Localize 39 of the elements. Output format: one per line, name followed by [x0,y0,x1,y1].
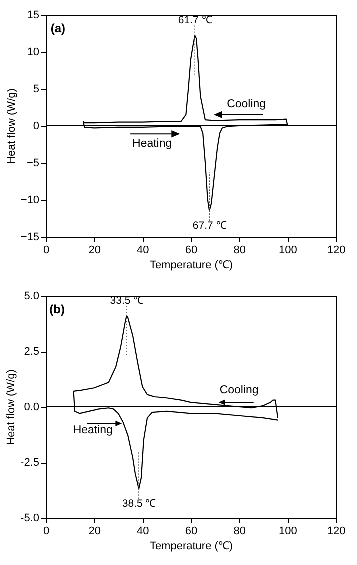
annotation: 67.7 ℃ [192,220,228,232]
x-tick-label: 20 [88,526,101,538]
y-tick-label: 0 [33,120,40,132]
x-tick-label: 20 [88,244,101,256]
annotation: Cooling [227,98,266,111]
x-tick-label: 40 [137,244,150,256]
y-tick-label: −10 [20,194,40,206]
x-tick-label: 0 [43,526,50,538]
x-tick-label: 60 [185,244,198,256]
y-tick-label: 2.5 [24,346,40,358]
y-tick-label: 0.0 [24,402,40,414]
annotation: Heating [73,424,113,436]
y-tick-label: 5 [33,84,40,96]
annotation: 61.7 ℃ [178,14,213,27]
annotation: Cooling [220,384,259,396]
y-tick-label: -2.5 [20,457,40,469]
y-axis-title: Heat flow (W/g) [6,370,18,446]
y-tick-label: 5.0 [24,290,40,302]
y-tick-label: -5.0 [20,512,40,524]
x-tick-label: 120 [327,526,346,538]
annotation: 38.5 ℃ [122,498,157,510]
x-tick-label: 80 [234,526,246,538]
x-tick-label: 120 [327,244,346,256]
x-tick-label: 60 [185,526,198,538]
x-tick-label: 0 [43,244,50,256]
annotation: Heating [132,138,172,150]
annotation: (a) [50,21,66,36]
y-tick-label: 10 [27,46,40,58]
y-tick-label: −5 [26,158,40,170]
x-tick-label: 100 [278,244,298,256]
x-axis-title: Temperature (℃) [150,260,234,272]
y-axis-title: Heat flow (W/g) [6,88,18,164]
x-tick-label: 80 [234,244,246,256]
x-axis-title: Temperature (℃) [150,540,234,552]
y-tick-label: −15 [20,232,40,244]
x-tick-label: 100 [278,526,298,538]
x-tick-label: 40 [137,526,150,538]
y-tick-label: 15 [27,10,40,22]
annotation: (b) [50,302,65,316]
